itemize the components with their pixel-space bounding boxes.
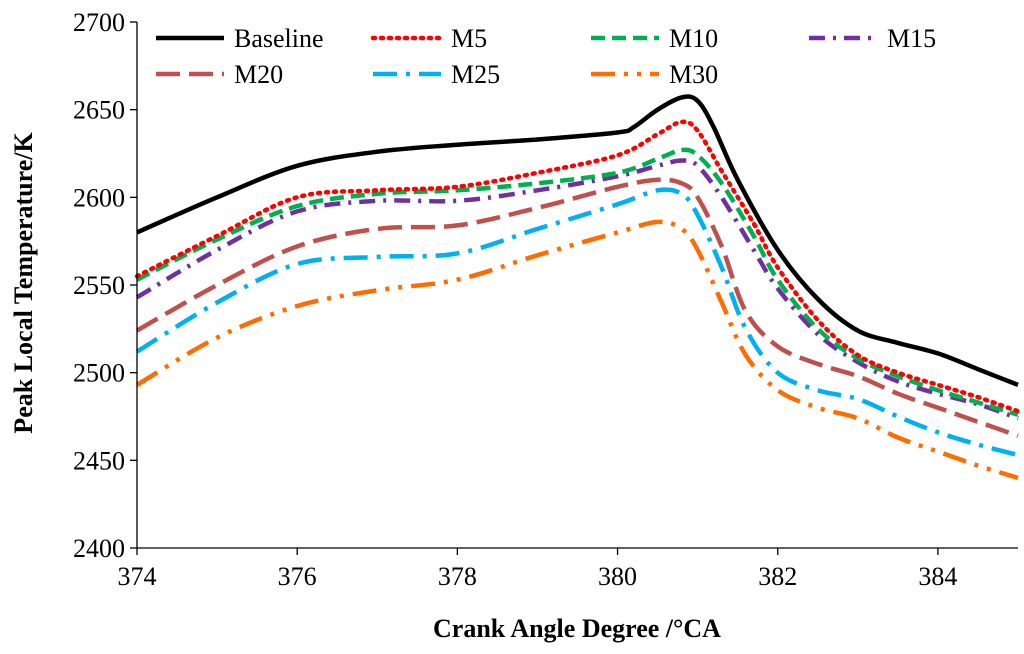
legend-label-m10: M10 [669, 24, 718, 53]
x-tick-label: 384 [918, 562, 957, 591]
series-line-m5 [134, 119, 1021, 414]
legend-label-m30: M30 [669, 60, 718, 89]
legend-label-m15: M15 [887, 24, 936, 53]
x-tick-label: 380 [598, 562, 637, 591]
y-tick-label: 2600 [73, 183, 125, 212]
x-tick-label: 382 [758, 562, 797, 591]
legend-label-m20: M20 [234, 60, 283, 89]
series-line-m20 [135, 177, 1019, 438]
y-axis-title: Peak Local Temperature/K [9, 132, 38, 434]
x-tick-label: 374 [118, 562, 157, 591]
plot-lines [134, 94, 1021, 481]
y-tick-label: 2450 [73, 446, 125, 475]
x-axis-title: Crank Angle Degree /°CA [433, 614, 721, 643]
y-tick-label: 2500 [73, 359, 125, 388]
x-tick-label: 376 [278, 562, 317, 591]
y-tick-label: 2700 [73, 8, 125, 37]
y-ticks: 2400 2450 2500 2550 2600 2650 2700 [73, 8, 137, 563]
y-tick-label: 2400 [73, 534, 125, 563]
y-tick-label: 2550 [73, 271, 125, 300]
series-line-m15 [135, 158, 1019, 421]
series-line-m25 [135, 187, 1019, 458]
legend-label-m25: M25 [451, 60, 500, 89]
legend-label-m5: M5 [451, 24, 487, 53]
series-line-baseline [136, 94, 1019, 387]
y-tick-label: 2650 [73, 96, 125, 125]
legend: Baseline M5 M10 M15 M20 M25 M30 [156, 24, 936, 89]
x-ticks: 374 376 378 380 382 384 [118, 548, 957, 591]
series-line-m30 [135, 219, 1019, 481]
series-line-m10 [135, 147, 1019, 417]
legend-label-baseline: Baseline [234, 24, 324, 53]
x-tick-label: 378 [438, 562, 477, 591]
